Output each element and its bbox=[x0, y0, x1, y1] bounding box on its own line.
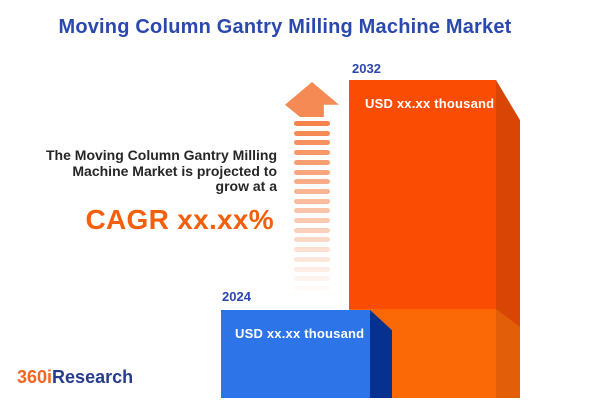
bar-2032-face bbox=[349, 80, 496, 309]
projection-text-line3: grow at a bbox=[215, 178, 277, 194]
logo-part-360i: 360i bbox=[17, 367, 53, 387]
arrow-dash bbox=[294, 140, 330, 146]
bar-2024-year-label: 2024 bbox=[222, 289, 251, 304]
arrow-dash bbox=[294, 276, 330, 282]
arrow-dash bbox=[294, 208, 330, 214]
arrow-dash bbox=[294, 256, 330, 262]
arrow-dash bbox=[294, 150, 330, 156]
logo-part-research: Research bbox=[52, 367, 134, 387]
arrow-dash bbox=[294, 285, 330, 291]
arrow-dash bbox=[294, 198, 330, 204]
arrow-dash bbox=[294, 188, 330, 194]
projection-text-line1: The Moving Column Gantry Milling bbox=[46, 147, 277, 163]
bar-2032-side-lower bbox=[496, 309, 520, 398]
arrow-dash bbox=[294, 237, 330, 243]
arrow-dash bbox=[294, 121, 330, 126]
projection-text: The Moving Column Gantry Milling Machine… bbox=[0, 147, 277, 195]
arrow-dash bbox=[294, 227, 330, 233]
projection-text-line2: Machine Market is projected to bbox=[72, 162, 277, 179]
company-logo: 360iResearch bbox=[17, 367, 133, 388]
bar-2024-value-label: USD xx.xx thousand bbox=[235, 326, 365, 341]
bar-2024-face bbox=[221, 310, 370, 398]
cagr-value: CAGR xx.xx% bbox=[85, 204, 274, 235]
arrow-dash bbox=[294, 247, 330, 253]
arrow-dash bbox=[294, 159, 330, 165]
arrow-dash bbox=[294, 169, 330, 175]
arrow-dash bbox=[294, 218, 330, 223]
page-title: Moving Column Gantry Milling Machine Mar… bbox=[58, 16, 512, 38]
growth-arrow-icon bbox=[285, 82, 339, 117]
bar-2024-side bbox=[370, 310, 392, 398]
arrow-dash-trail bbox=[294, 121, 330, 301]
bar-2032-year-label: 2032 bbox=[352, 61, 381, 76]
bar-2032-value-label: USD xx.xx thousand bbox=[365, 96, 495, 111]
arrow-dash bbox=[294, 179, 330, 185]
arrow-dash bbox=[294, 130, 330, 136]
arrow-dash bbox=[294, 266, 330, 272]
